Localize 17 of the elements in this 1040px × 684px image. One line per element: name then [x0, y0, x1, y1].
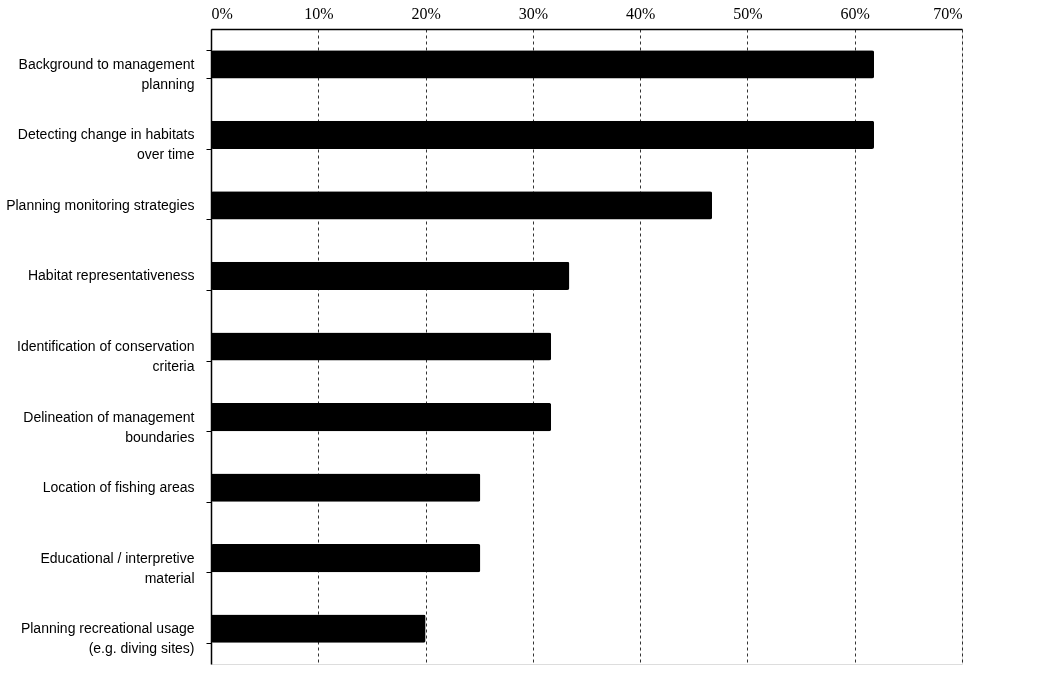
y-tick-label: Background to management planning — [18, 55, 195, 92]
y-tick-label: Delineation of management boundaries — [23, 408, 195, 445]
x-tick-label: 40% — [625, 4, 656, 22]
x-tick-label: 0% — [211, 4, 233, 22]
y-tick-label: Detecting change in habitats over time — [17, 126, 195, 163]
x-tick-label: 30% — [518, 4, 549, 22]
y-tick-label: Planning recreational usage (e.g. diving sites) — [20, 620, 195, 657]
x-tick-label: 20% — [411, 4, 441, 22]
y-tick-label: Educational / interpretive material — [40, 549, 195, 586]
x-tick-label: 10% — [304, 4, 334, 22]
y-tick-label: Location of fishing areas — [42, 479, 195, 496]
x-tick-label: 50% — [733, 4, 763, 22]
y-tick-label: Identification of conservation criteria — [17, 338, 195, 374]
x-tick-label: 70% — [933, 4, 963, 22]
y-tick-label: Planning monitoring strategies — [6, 196, 195, 213]
x-tick-label: 60% — [840, 4, 870, 22]
y-tick-label: Habitat representativeness — [27, 267, 195, 284]
